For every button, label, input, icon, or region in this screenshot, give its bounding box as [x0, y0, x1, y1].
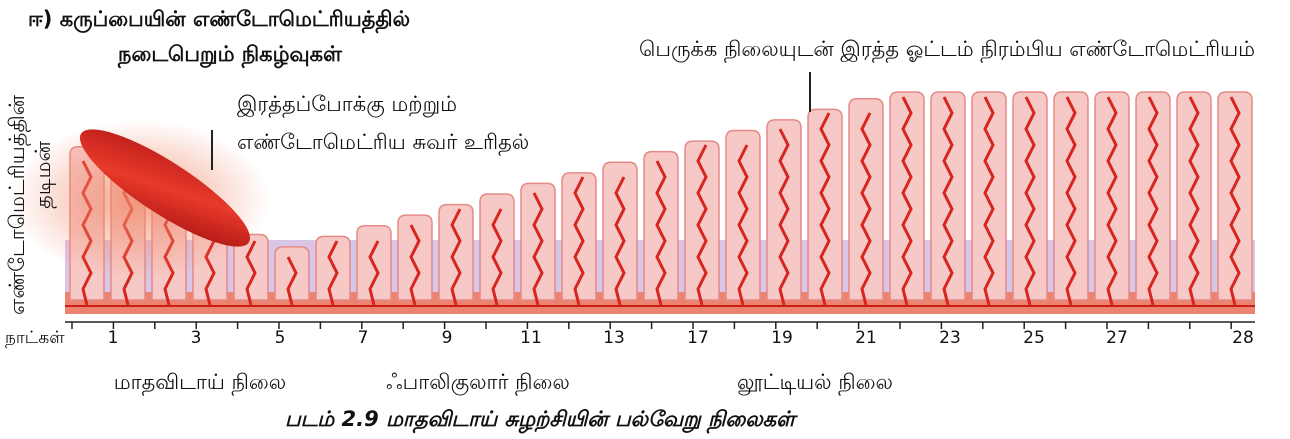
vessel: [1147, 96, 1159, 306]
vessel: [532, 192, 544, 306]
title: நடைபெறும் நிகழ்வுகள்: [117, 42, 343, 69]
label: எண்டோமெட்ரிய சுவர் உரிதல்: [237, 130, 529, 156]
day-label: 19: [771, 328, 793, 348]
vessel: [1188, 96, 1200, 306]
title: ஈ) கருப்பையின் எண்டோமெட்ரியத்தில்: [28, 7, 410, 34]
gland: [643, 150, 679, 301]
phase-label: லூட்டியல் நிலை: [737, 370, 893, 396]
day-label: 25: [1023, 328, 1045, 348]
gland: [274, 246, 310, 301]
phase-label: மாதவிடாய் நிலை: [114, 370, 287, 396]
gland: [766, 119, 802, 301]
vessel: [286, 256, 298, 306]
vessel: [368, 240, 380, 306]
vessel: [1024, 96, 1036, 306]
vessel: [1065, 96, 1077, 306]
y-axis-label: எண்டோமெட்ரியத்தின்: [5, 94, 31, 315]
day-label: 17: [687, 328, 709, 348]
axis-label: நாட்கள்: [5, 328, 65, 348]
day-label: 27: [1106, 328, 1128, 348]
vessel: [983, 96, 995, 306]
vessel: [327, 240, 339, 306]
gland: [561, 172, 597, 301]
phase-label: ஃபாலிகுலார் நிலை: [386, 370, 570, 396]
gland: [1053, 91, 1089, 301]
vessel: [1229, 96, 1241, 306]
vessel: [573, 176, 585, 306]
gland: [807, 108, 843, 301]
label: பெருக்க நிலையுடன் இரத்த ஓட்டம் நிரம்பிய …: [639, 37, 1255, 63]
gland: [1176, 91, 1212, 301]
vessel: [860, 112, 872, 306]
day-label: 9: [442, 328, 453, 348]
vessel: [696, 144, 708, 306]
shed-tissue: [79, 129, 251, 247]
gland: [1217, 91, 1253, 301]
gland: [930, 91, 966, 301]
gland: [1012, 91, 1048, 301]
gland: [1094, 91, 1130, 301]
day-label: 3: [191, 328, 202, 348]
day-label: 11: [520, 328, 542, 348]
label: இரத்தப்போக்கு மற்றும்: [237, 92, 457, 118]
day-label: 23: [939, 328, 961, 348]
gland: [684, 140, 720, 301]
vessel: [614, 176, 626, 306]
vessel: [737, 144, 749, 306]
gland: [889, 91, 925, 301]
vessel: [901, 96, 913, 306]
gland: [971, 91, 1007, 301]
day-label: 5: [275, 328, 286, 348]
vessel: [778, 128, 790, 306]
caption: படம் 2.9 மாதவிடாய் சுழற்சியின் பல்வேறு ந…: [285, 407, 798, 434]
vessel: [1106, 96, 1118, 306]
day-label: 13: [603, 328, 625, 348]
vessel: [819, 112, 831, 306]
day-label: 1: [108, 328, 119, 348]
vessel: [245, 240, 257, 306]
gland: [520, 182, 556, 301]
vessel: [655, 160, 667, 306]
day-label: 7: [358, 328, 369, 348]
vessel: [942, 96, 954, 306]
day-label: 21: [855, 328, 877, 348]
vessel: [450, 208, 462, 306]
vessel: [409, 224, 421, 306]
gland: [1135, 91, 1171, 301]
vessel: [491, 208, 503, 306]
day-label: 28: [1232, 328, 1254, 348]
gland: [397, 214, 433, 301]
y-axis-label: தடிமன்: [31, 141, 57, 209]
